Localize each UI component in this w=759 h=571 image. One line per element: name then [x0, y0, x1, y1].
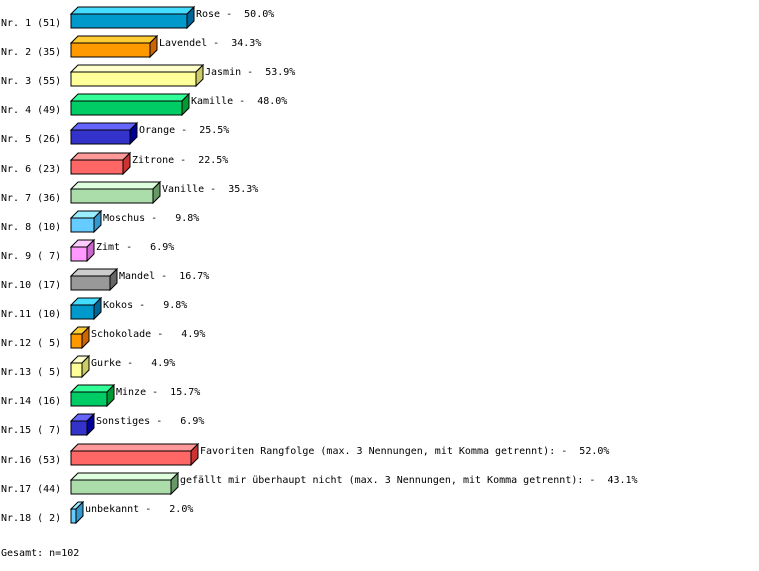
value-label: Sonstiges - 6.9%: [96, 416, 204, 427]
value-label: Moschus - 9.8%: [103, 213, 199, 224]
row-label: Nr.14 (16): [1, 396, 61, 407]
bar-top: [69, 181, 162, 190]
bar-top: [69, 472, 180, 481]
total-label: Gesamt: n=102: [1, 548, 80, 559]
value-label: gefällt mir überhaupt nicht (max. 3 Nenn…: [180, 475, 638, 486]
value-label: Zimt - 6.9%: [96, 242, 174, 253]
value-label: Rose - 50.0%: [196, 9, 274, 20]
bar: [70, 13, 188, 29]
bar-top: [69, 35, 159, 44]
bar: [70, 450, 192, 466]
bar: [70, 508, 77, 524]
bar: [70, 420, 88, 436]
row-label: Nr. 7 (36): [1, 193, 61, 204]
value-label: Jasmin - 53.9%: [205, 67, 295, 78]
bar-top: [69, 152, 132, 161]
bar-top: [69, 6, 196, 15]
value-label: unbekannt - 2.0%: [85, 504, 193, 515]
row-label: Nr.15 ( 7): [1, 425, 61, 436]
row-label: Nr. 9 ( 7): [1, 251, 61, 262]
row-label: Nr.17 (44): [1, 484, 61, 495]
bar: [70, 275, 111, 291]
row-label: Nr. 1 (51): [1, 18, 61, 29]
row-label: Nr. 8 (10): [1, 222, 61, 233]
row-label: Nr. 2 (35): [1, 47, 61, 58]
value-label: Schokolade - 4.9%: [91, 329, 205, 340]
row-label: Nr.10 (17): [1, 280, 61, 291]
row-label: Nr.18 ( 2): [1, 513, 61, 524]
value-label: Minze - 15.7%: [116, 387, 200, 398]
value-label: Zitrone - 22.5%: [132, 155, 228, 166]
bar: [70, 479, 172, 495]
bar: [70, 42, 151, 58]
bar: [70, 362, 83, 378]
bar: [70, 217, 95, 233]
bar-top: [69, 268, 119, 277]
bar-top: [69, 443, 200, 452]
row-label: Nr. 5 (26): [1, 134, 61, 145]
bar-top: [69, 64, 205, 73]
value-label: Favoriten Rangfolge (max. 3 Nennungen, m…: [200, 446, 609, 457]
bar: [70, 71, 197, 87]
value-label: Vanille - 35.3%: [162, 184, 258, 195]
row-label: Nr. 6 (23): [1, 164, 61, 175]
row-label: Nr. 4 (49): [1, 105, 61, 116]
value-label: Kokos - 9.8%: [103, 300, 187, 311]
bar: [70, 391, 108, 407]
row-label: Nr.12 ( 5): [1, 338, 61, 349]
bar: [70, 333, 83, 349]
value-label: Mandel - 16.7%: [119, 271, 209, 282]
bar: [70, 188, 154, 204]
value-label: Kamille - 48.0%: [191, 96, 287, 107]
bar-top: [69, 93, 191, 102]
bar: [70, 100, 183, 116]
value-label: Lavendel - 34.3%: [159, 38, 261, 49]
bar: [70, 246, 88, 262]
row-label: Nr. 3 (55): [1, 76, 61, 87]
value-label: Gurke - 4.9%: [91, 358, 175, 369]
bar: [70, 304, 95, 320]
row-label: Nr.16 (53): [1, 455, 61, 466]
bar-top: [69, 122, 139, 131]
row-label: Nr.11 (10): [1, 309, 61, 320]
bar: [70, 159, 124, 175]
bar: [70, 129, 131, 145]
value-label: Orange - 25.5%: [139, 125, 229, 136]
row-label: Nr.13 ( 5): [1, 367, 61, 378]
